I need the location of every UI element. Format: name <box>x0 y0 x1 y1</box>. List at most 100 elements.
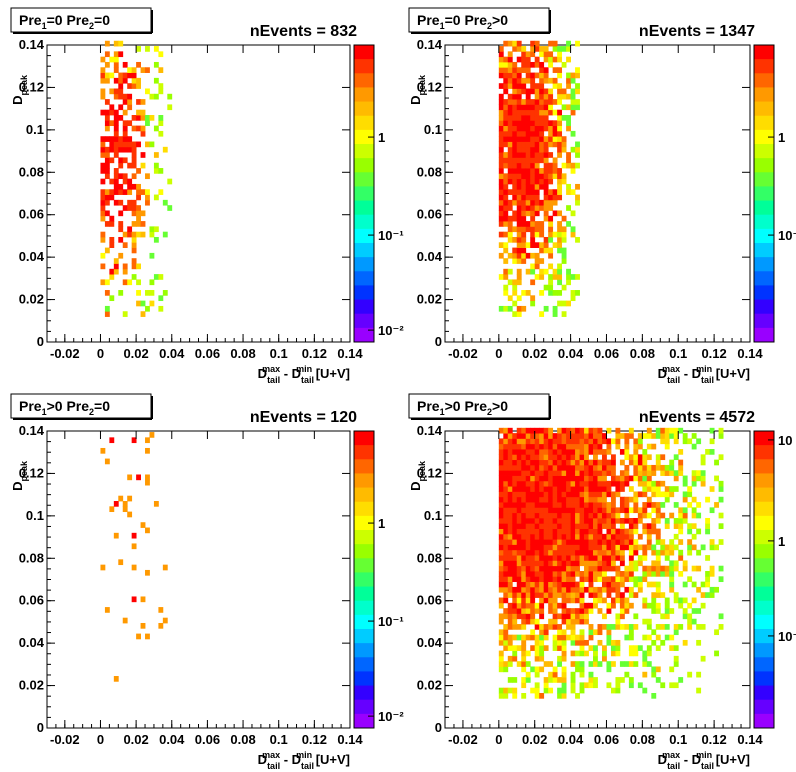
heatmap-cell <box>503 613 509 620</box>
heatmap-cell <box>588 449 594 455</box>
heatmap-cell <box>525 533 531 540</box>
heatmap-cell <box>530 125 536 132</box>
heatmap-cell <box>552 639 558 646</box>
heatmap-cell <box>503 258 509 264</box>
z-tick-label: 10⁻¹ <box>378 614 404 629</box>
heatmap-cell <box>615 507 621 514</box>
palette-band <box>354 572 374 588</box>
x-tick-label: 0.08 <box>630 346 655 361</box>
heatmap-cell <box>606 443 612 450</box>
heatmap-cell <box>539 290 545 296</box>
heatmap-cell <box>543 464 549 471</box>
heatmap-cell <box>543 533 549 540</box>
y-tick-label: 0.02 <box>19 678 44 693</box>
heatmap-cell <box>552 77 558 84</box>
heatmap-cell <box>691 581 697 588</box>
heatmap-cell <box>718 539 724 545</box>
palette-frame <box>353 430 375 729</box>
heatmap-cell <box>561 136 567 142</box>
y-axis: 00.020.040.060.080.10.120.14 <box>19 423 350 735</box>
heatmap-cell <box>113 67 119 73</box>
heatmap-cell <box>566 464 571 471</box>
heatmap-cell <box>516 634 522 641</box>
heatmap-cell <box>575 571 580 577</box>
heatmap-cell <box>516 67 522 73</box>
heatmap-cell <box>584 544 589 551</box>
heatmap-cell <box>606 528 612 535</box>
heatmap-cell <box>642 565 648 572</box>
heatmap-cell <box>512 178 518 185</box>
heatmap-cell <box>539 597 545 604</box>
heatmap-cell <box>557 189 563 195</box>
heatmap-cell <box>606 517 612 524</box>
heatmap-cell <box>669 666 675 673</box>
heatmap-cell <box>521 433 527 439</box>
heatmap-cell <box>593 459 598 466</box>
heatmap-cell <box>593 555 598 561</box>
heatmap-cell <box>624 539 630 545</box>
heatmap-cell <box>579 449 585 455</box>
heatmap-cell <box>158 622 164 629</box>
heatmap-cell <box>543 480 549 487</box>
heatmap-cell <box>525 115 531 121</box>
heatmap-cell <box>610 661 616 667</box>
heatmap-cell <box>521 464 527 471</box>
heatmap-cell <box>606 459 612 466</box>
heatmap-cell <box>637 470 643 476</box>
heatmap-cell <box>140 109 146 116</box>
heatmap-cell <box>557 226 563 233</box>
heatmap-cell <box>525 544 531 551</box>
heatmap-cell <box>534 258 540 264</box>
heatmap-cell <box>131 437 137 444</box>
palette-band <box>754 685 774 701</box>
heatmap-cell <box>498 480 504 487</box>
heatmap-cell <box>655 427 661 434</box>
heatmap-cell <box>588 475 594 482</box>
heatmap-cell <box>104 290 110 296</box>
heatmap-cell <box>570 502 576 508</box>
heatmap-cell <box>503 661 509 667</box>
heatmap-cell <box>552 666 558 673</box>
heatmap-cell <box>575 67 580 73</box>
heatmap-cell <box>548 533 554 540</box>
heatmap-cell <box>575 443 580 450</box>
palette-band <box>754 299 774 315</box>
heatmap-cell <box>512 258 518 264</box>
heatmap-cell <box>561 459 567 466</box>
heatmap-cell <box>561 507 567 514</box>
heatmap-cell <box>104 40 110 47</box>
heatmap-cell <box>575 162 580 169</box>
heatmap-cell <box>109 178 115 185</box>
heatmap-cell <box>512 502 518 508</box>
heatmap-cell <box>543 115 549 121</box>
z-tick-label: 10⁻¹ <box>378 228 404 243</box>
heatmap-cell <box>579 645 585 651</box>
color-palette: 10⁻¹110 <box>753 430 796 729</box>
heatmap-cell <box>539 199 545 206</box>
heatmap-cell <box>140 221 146 227</box>
heatmap-cell <box>539 99 545 105</box>
heatmap-cell <box>561 618 567 625</box>
heatmap-cell <box>498 168 504 174</box>
heatmap-cell <box>593 502 598 508</box>
heatmap-cell <box>615 427 621 434</box>
heatmap-cell <box>516 661 522 667</box>
heatmap-cell <box>593 491 598 498</box>
heatmap-cell <box>512 560 518 567</box>
heatmap-cell <box>557 565 563 572</box>
heatmap-cell <box>696 475 702 482</box>
heatmap-cell <box>557 496 563 503</box>
heatmap-cell <box>149 231 155 238</box>
heatmap-cell <box>516 613 522 620</box>
heatmap-cell <box>525 597 531 604</box>
heatmap-cell <box>561 655 567 662</box>
heatmap-cell <box>682 581 688 588</box>
heatmap-cell <box>593 470 598 476</box>
heatmap-cell <box>512 173 518 180</box>
heatmap-cell <box>118 146 124 153</box>
heatmap-cell <box>548 512 554 519</box>
heatmap-cell <box>561 178 567 185</box>
heatmap-cell <box>606 560 612 567</box>
heatmap-cell <box>606 608 612 614</box>
heatmap-cell <box>498 178 504 185</box>
